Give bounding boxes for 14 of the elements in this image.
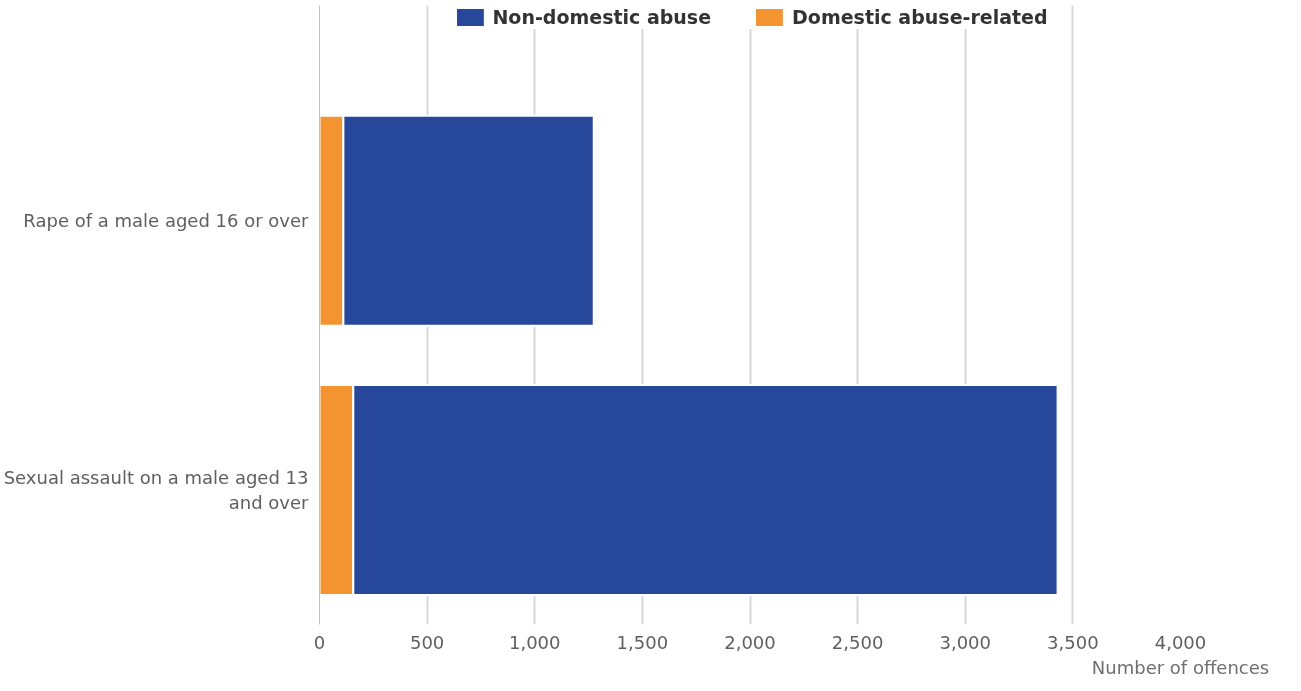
x-axis-title: Number of offences xyxy=(1091,656,1270,678)
x-tick-label: 3,500 xyxy=(1047,631,1099,653)
x-tick-label: 2,000 xyxy=(724,631,776,653)
x-tick-label: 0 xyxy=(313,631,326,653)
legend-label: Domestic abuse-related xyxy=(792,6,1048,28)
y-tick-label: Rape of a male aged 16 or over xyxy=(23,210,310,232)
x-tick-label: 1,500 xyxy=(616,631,669,653)
x-tick-label: 2,500 xyxy=(831,631,884,653)
y-tick-label: Sexual assault on a male aged 13 and over xyxy=(3,466,310,514)
x-tick-label: 500 xyxy=(409,631,445,653)
legend-label: Non-domestic abuse xyxy=(492,6,712,28)
x-tick-label: 4,000 xyxy=(1154,631,1207,653)
x-tick-label: 1,000 xyxy=(508,631,561,653)
x-tick-label: 3,000 xyxy=(939,631,992,653)
